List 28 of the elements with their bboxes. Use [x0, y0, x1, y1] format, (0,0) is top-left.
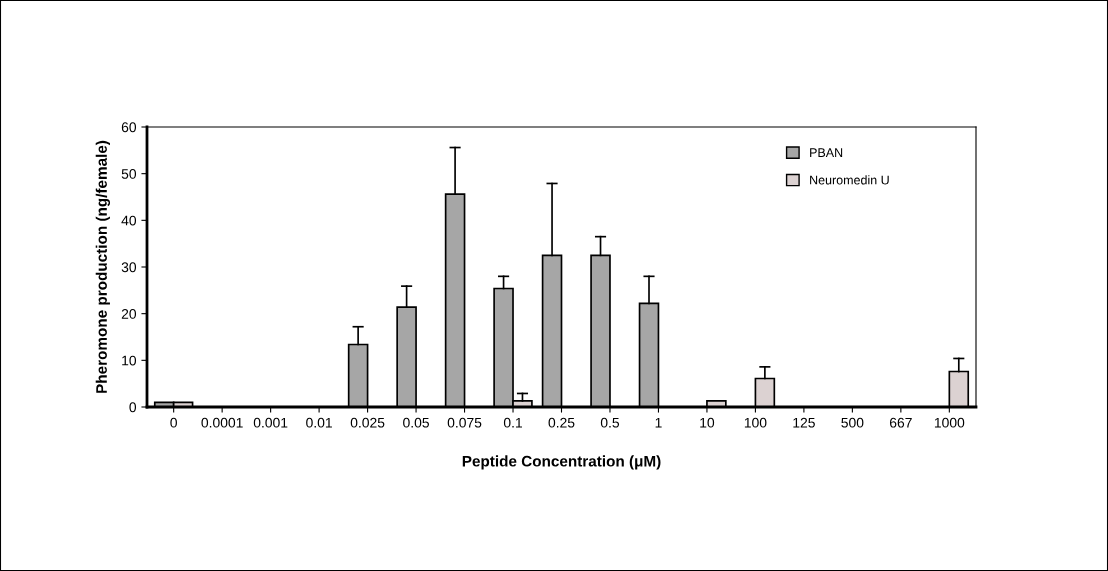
x-axis-title: Peptide Concentration (μM) [462, 455, 661, 470]
y-axis-title: Pheromone production (ng/female) [95, 140, 111, 393]
x-tick-label: 0.25 [548, 417, 575, 428]
x-tick-label: 0.025 [350, 417, 385, 428]
y-tick-label: 10 [122, 355, 137, 366]
x-tick-label: 1000 [934, 417, 965, 428]
x-tick-label: 0.001 [253, 417, 288, 428]
x-tick-label: 0.0001 [201, 417, 243, 428]
x-tick-label: 0.01 [306, 417, 332, 428]
x-tick-label: 0.075 [447, 417, 482, 428]
legend-label: Neuromedin U [810, 175, 889, 185]
y-tick-label: 40 [121, 215, 137, 226]
x-tick-label: 10 [700, 417, 715, 428]
x-tick-label: 125 [793, 417, 815, 428]
x-tick-label: 0.05 [403, 417, 429, 428]
x-tick-label: 0.5 [600, 417, 620, 428]
x-tick-label: 0.1 [503, 417, 522, 428]
legend-label: PBAN [810, 148, 843, 157]
x-tick-label: 1 [655, 417, 662, 428]
x-tick-label: 0 [170, 417, 177, 428]
x-tick-label: 500 [841, 417, 864, 428]
x-tick-label: 100 [744, 417, 767, 428]
y-tick-label: 50 [121, 169, 137, 179]
y-tick-label: 60 [121, 122, 137, 133]
y-tick-label: 20 [121, 309, 137, 319]
x-tick-label: 667 [889, 417, 912, 428]
y-tick-label: 0 [129, 402, 137, 413]
y-tick-label: 30 [121, 262, 137, 273]
